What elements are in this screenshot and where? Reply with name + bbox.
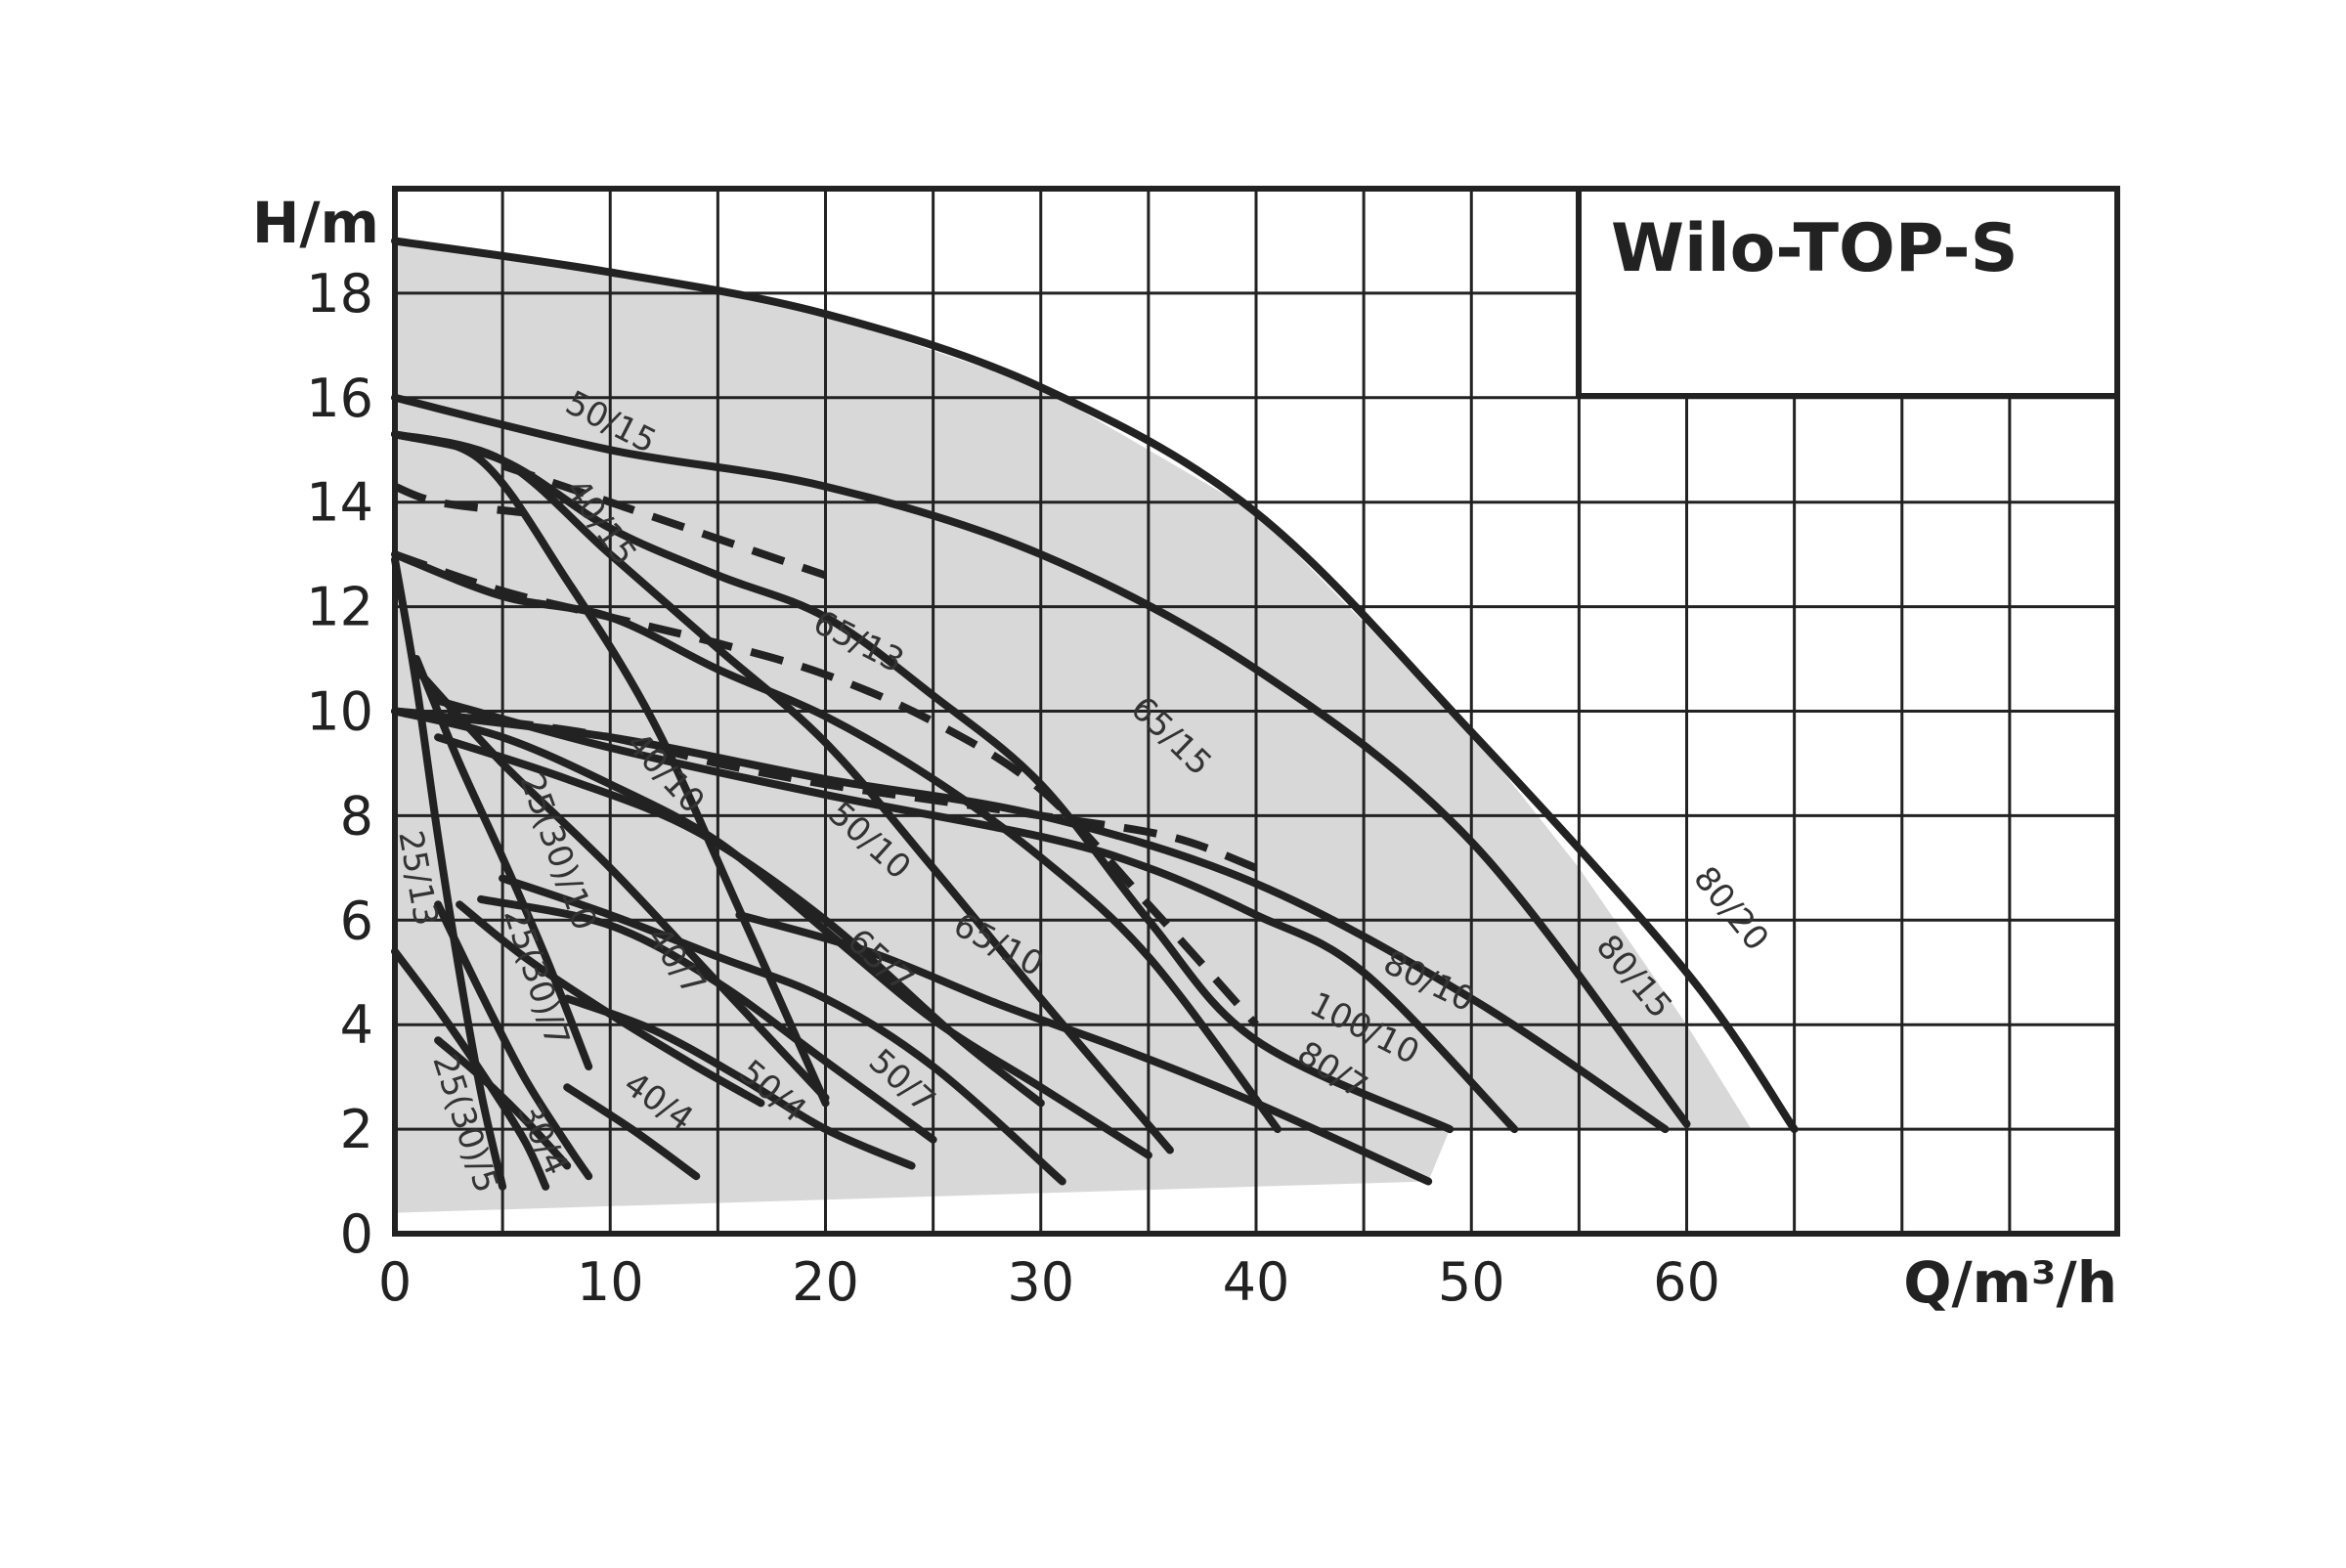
- y-tick-label: 12: [306, 577, 373, 638]
- legend-box: [1576, 186, 2120, 399]
- operating-range-area: [395, 240, 1752, 1213]
- x-tick-label: 30: [1007, 1251, 1074, 1313]
- x-tick-label: 50: [1438, 1251, 1505, 1313]
- dashed-curve-max-65-13: [393, 550, 1259, 1027]
- chart-title: Wilo-TOP-S: [1611, 210, 2019, 287]
- curve-30-4: [434, 1036, 572, 1170]
- y-tick-label: 18: [306, 263, 373, 325]
- curve-50-7: [477, 894, 937, 1144]
- curve-65-10: [391, 707, 1152, 1159]
- curve-25-30-5: [391, 947, 550, 1191]
- plot-frame: [392, 186, 2120, 1237]
- x-tick-label: 20: [792, 1251, 859, 1313]
- dashed-curve-max-80-15: [393, 482, 525, 517]
- x-tick-label: 40: [1223, 1251, 1290, 1313]
- y-tick-label: 8: [340, 785, 373, 847]
- curve-50-10: [434, 733, 1045, 1108]
- y-axis-ticks: 0 2 4 6 8 10 12 14 16 18: [306, 263, 373, 1265]
- curve-65-15: [391, 430, 1455, 1134]
- curve-100-10: [434, 696, 1519, 1134]
- dashed-curve-max-80-10: [394, 707, 1258, 872]
- y-tick-label: 10: [306, 681, 373, 743]
- y-tick-label: 6: [340, 890, 373, 951]
- curve-40-10: [413, 665, 830, 1102]
- y-tick-label: 4: [340, 994, 373, 1056]
- curve-40-15: [391, 430, 830, 1108]
- curve-50-15: [391, 430, 1174, 1154]
- curve-40-4: [563, 1083, 701, 1181]
- curve-80-20: [391, 237, 1799, 1134]
- curve-65-7: [499, 874, 1066, 1186]
- curve-80-7: [735, 911, 1433, 1186]
- pump-curves: [391, 237, 1799, 1191]
- x-axis-ticks: 0 10 20 30 40 50 60: [378, 1251, 1720, 1313]
- x-tick-label: 0: [378, 1251, 412, 1313]
- x-tick-label: 10: [577, 1251, 644, 1313]
- y-tick-label: 2: [340, 1099, 373, 1160]
- x-axis-title: Q/m³/h: [1903, 1249, 2117, 1316]
- y-axis-title: H/m: [252, 190, 379, 256]
- y-tick-label: 16: [306, 368, 373, 429]
- curve-25-30-7: [434, 900, 593, 1181]
- y-tick-label: 14: [306, 472, 373, 534]
- curve-80-15: [391, 393, 1691, 1128]
- x-tick-label: 60: [1653, 1251, 1720, 1313]
- curve-25-13: [391, 555, 507, 1191]
- curve-50-4: [563, 994, 916, 1170]
- y-tick-label: 0: [340, 1203, 373, 1265]
- curve-25-30-10: [413, 655, 593, 1070]
- dashed-curve-max-65-15: [500, 461, 827, 580]
